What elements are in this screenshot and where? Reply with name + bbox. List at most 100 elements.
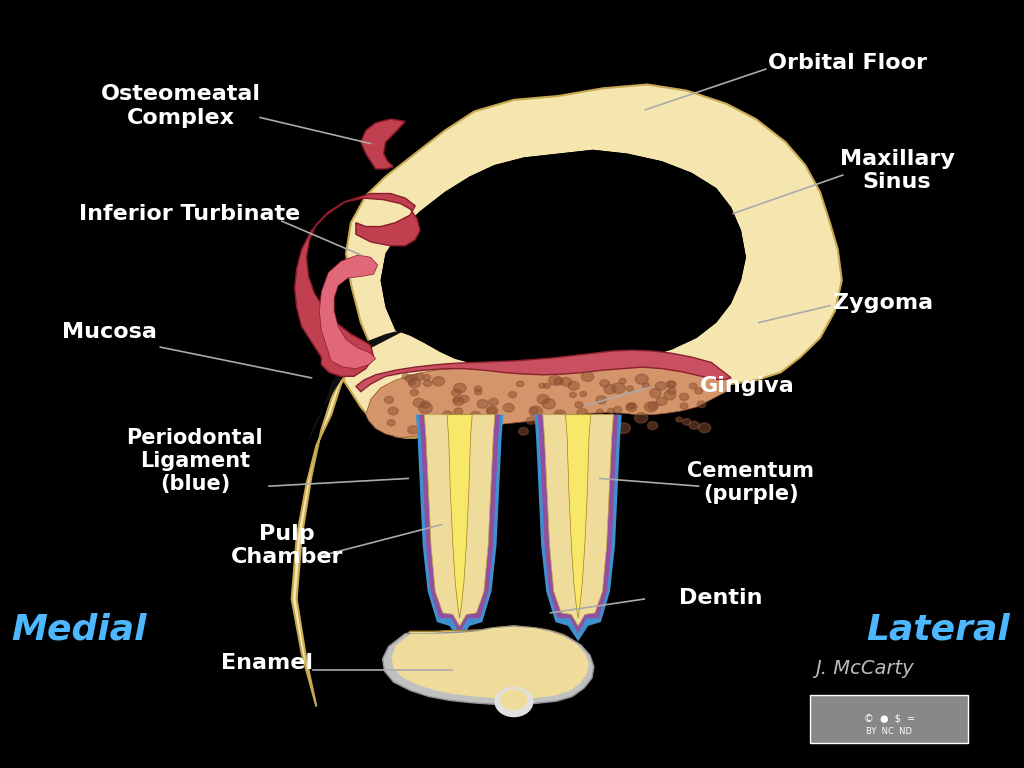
Circle shape — [496, 687, 532, 717]
Text: J. McCarty: J. McCarty — [815, 659, 913, 677]
Circle shape — [501, 690, 526, 710]
Polygon shape — [356, 350, 731, 392]
Circle shape — [530, 407, 539, 414]
Circle shape — [516, 381, 523, 387]
Circle shape — [643, 383, 649, 389]
Circle shape — [577, 409, 588, 417]
Polygon shape — [360, 119, 406, 169]
Circle shape — [544, 383, 551, 389]
Circle shape — [667, 381, 675, 388]
Text: Pulp
Chamber: Pulp Chamber — [230, 524, 343, 567]
Circle shape — [682, 419, 691, 425]
Circle shape — [667, 381, 676, 388]
Circle shape — [680, 393, 689, 400]
Circle shape — [664, 390, 676, 399]
Circle shape — [582, 372, 594, 382]
Circle shape — [697, 401, 706, 408]
Circle shape — [627, 403, 635, 409]
Circle shape — [588, 423, 600, 432]
Circle shape — [454, 383, 466, 393]
Circle shape — [596, 409, 603, 414]
Polygon shape — [383, 626, 594, 704]
Circle shape — [548, 420, 559, 429]
Circle shape — [460, 396, 469, 402]
Circle shape — [419, 403, 432, 413]
Circle shape — [503, 403, 514, 412]
Circle shape — [438, 422, 447, 430]
Polygon shape — [319, 255, 378, 369]
Polygon shape — [538, 415, 618, 634]
Circle shape — [551, 422, 557, 428]
Circle shape — [676, 417, 682, 422]
Circle shape — [406, 375, 415, 382]
Circle shape — [689, 422, 699, 429]
Circle shape — [477, 399, 488, 409]
Circle shape — [611, 383, 626, 393]
FancyBboxPatch shape — [810, 695, 968, 743]
Text: Orbital Floor: Orbital Floor — [768, 53, 927, 73]
Circle shape — [414, 399, 425, 407]
Text: Inferior Turbinate: Inferior Turbinate — [80, 204, 301, 223]
Circle shape — [489, 422, 497, 428]
Polygon shape — [416, 415, 503, 641]
Polygon shape — [543, 415, 613, 626]
Circle shape — [432, 426, 443, 435]
Circle shape — [411, 389, 419, 396]
Circle shape — [635, 412, 648, 423]
Text: Enamel: Enamel — [221, 653, 313, 673]
Polygon shape — [419, 415, 500, 634]
Circle shape — [509, 392, 516, 398]
Polygon shape — [306, 330, 406, 445]
Circle shape — [549, 376, 561, 385]
Circle shape — [452, 422, 463, 430]
Circle shape — [569, 392, 577, 398]
Circle shape — [385, 396, 393, 403]
Circle shape — [425, 419, 435, 427]
Circle shape — [574, 402, 583, 408]
Circle shape — [644, 402, 657, 412]
Circle shape — [529, 406, 543, 416]
Circle shape — [470, 412, 481, 420]
Polygon shape — [535, 415, 622, 641]
Polygon shape — [381, 150, 745, 367]
Circle shape — [538, 429, 545, 434]
Polygon shape — [391, 627, 589, 699]
Circle shape — [455, 422, 468, 432]
Circle shape — [629, 402, 636, 409]
Circle shape — [420, 422, 431, 432]
Circle shape — [539, 383, 545, 388]
Circle shape — [415, 373, 424, 380]
Text: Cementum
(purple): Cementum (purple) — [687, 461, 814, 504]
Circle shape — [474, 386, 482, 392]
Circle shape — [604, 385, 616, 394]
Text: Mucosa: Mucosa — [61, 322, 157, 342]
Polygon shape — [295, 194, 420, 376]
Circle shape — [526, 417, 536, 424]
Circle shape — [554, 378, 563, 385]
Circle shape — [655, 382, 667, 390]
Circle shape — [698, 423, 711, 432]
Circle shape — [452, 389, 461, 396]
Text: Osteomeatal
Complex: Osteomeatal Complex — [101, 84, 261, 127]
Circle shape — [423, 375, 430, 380]
Circle shape — [410, 375, 418, 381]
Text: Lateral: Lateral — [866, 613, 1011, 647]
Circle shape — [402, 374, 410, 379]
Circle shape — [442, 411, 453, 419]
Polygon shape — [424, 415, 495, 626]
Text: Maxillary
Sinus: Maxillary Sinus — [840, 149, 954, 192]
Circle shape — [635, 374, 648, 384]
Circle shape — [613, 406, 622, 413]
Circle shape — [596, 396, 606, 404]
Circle shape — [649, 389, 662, 398]
Circle shape — [542, 399, 555, 409]
Text: Zygoma: Zygoma — [834, 293, 933, 313]
Text: Dentin: Dentin — [679, 588, 762, 607]
Circle shape — [424, 380, 432, 386]
Text: Gingiva: Gingiva — [699, 376, 795, 396]
Text: Medial: Medial — [11, 613, 147, 647]
Circle shape — [577, 417, 589, 426]
Circle shape — [568, 382, 580, 390]
Polygon shape — [381, 150, 745, 367]
Circle shape — [486, 406, 498, 415]
